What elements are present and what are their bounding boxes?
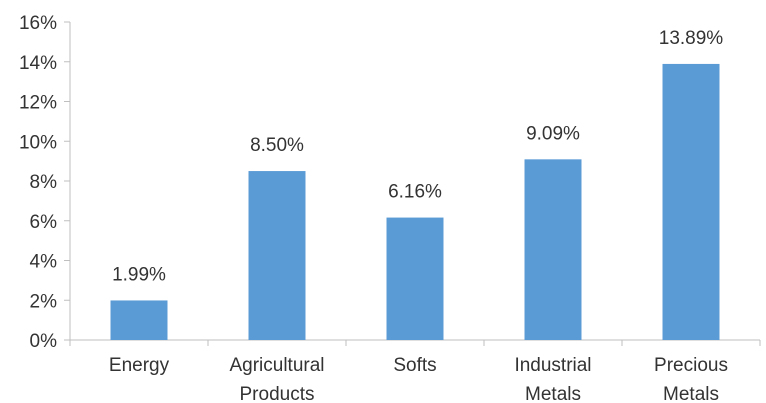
category-label: Metals [663, 384, 719, 403]
data-label: 9.09% [526, 123, 580, 144]
data-labels: 1.99% 8.50% 6.16% 9.09% 13.89% [112, 28, 723, 286]
x-axis [69, 339, 761, 346]
data-label: 1.99% [112, 264, 166, 285]
y-tick-label: 16% [19, 13, 57, 34]
category-label: Softs [393, 355, 436, 376]
data-label: 6.16% [388, 182, 442, 203]
y-tick-label: 4% [30, 252, 58, 273]
data-label: 13.89% [659, 28, 724, 49]
category-label: Products [240, 384, 315, 403]
y-tick-label: 10% [19, 132, 57, 153]
bar [386, 217, 444, 340]
y-tick-label: 6% [30, 212, 58, 233]
y-tick-label: 14% [19, 53, 57, 74]
category-label: Agricultural [229, 355, 324, 376]
category-label: Metals [525, 384, 581, 403]
y-tick-label: 2% [30, 291, 58, 312]
category-label: Energy [109, 355, 170, 376]
bar [110, 300, 168, 340]
category-label: Precious [654, 355, 728, 376]
category-label: Industrial [514, 355, 591, 376]
y-axis: 0% 2% 4% 6% 8% 10% 12% 14% 16% [19, 13, 71, 352]
y-tick-label: 8% [30, 172, 58, 193]
y-tick-label: 0% [30, 331, 58, 352]
bars [110, 63, 720, 340]
data-label: 8.50% [250, 135, 304, 156]
bar [248, 171, 306, 340]
bar [524, 159, 582, 340]
category-labels: Energy Agricultural Products Softs Industria… [109, 355, 728, 403]
bar [662, 63, 720, 340]
y-tick-label: 12% [19, 93, 57, 114]
